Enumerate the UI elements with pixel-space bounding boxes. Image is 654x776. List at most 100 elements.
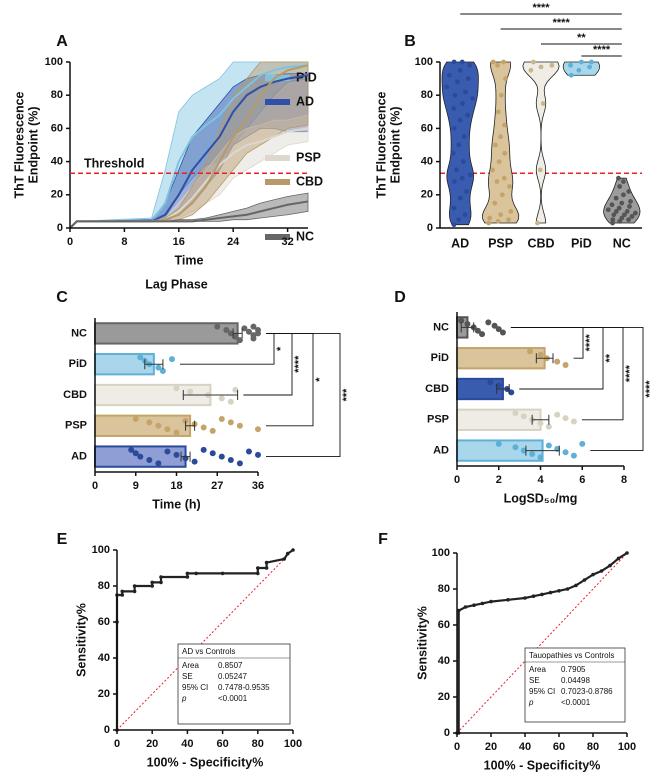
point	[291, 548, 295, 552]
y-tick-label: NC	[71, 327, 87, 339]
point	[245, 448, 252, 455]
point	[232, 333, 239, 340]
point	[285, 551, 290, 556]
panel-letter: F	[378, 531, 388, 548]
point	[187, 388, 194, 395]
point	[150, 580, 154, 585]
point	[214, 323, 221, 330]
y-tick-label: AD	[71, 451, 87, 463]
point	[173, 385, 180, 392]
y-tick-label: PiD	[69, 358, 87, 370]
x-tick-label: 20	[485, 741, 497, 753]
point	[621, 179, 626, 184]
point	[499, 329, 506, 336]
stats-title: AD vs Controls	[182, 647, 235, 656]
x-tick-label: PSP	[488, 236, 513, 250]
stats-value: 0.7023-0.8786	[561, 687, 613, 696]
point	[236, 422, 243, 429]
point	[200, 424, 207, 431]
y-tick-label: PSP	[427, 414, 449, 426]
point	[182, 417, 189, 424]
point	[568, 62, 573, 68]
point	[579, 440, 586, 447]
y-axis-label: ThT Fluorescence	[12, 91, 26, 198]
point	[503, 76, 508, 81]
violin	[482, 61, 520, 224]
point	[492, 200, 498, 206]
point	[467, 62, 472, 68]
y-tick-label: 60	[98, 616, 110, 628]
point	[464, 321, 471, 328]
point	[185, 571, 190, 576]
point	[132, 450, 139, 457]
point	[588, 59, 594, 65]
legend-swatch	[265, 179, 290, 185]
point	[629, 213, 635, 219]
legend-label: NC	[296, 229, 314, 243]
point	[232, 386, 239, 393]
significance-label: ****	[532, 2, 550, 14]
point	[537, 351, 544, 358]
point	[501, 175, 507, 181]
point	[486, 220, 492, 226]
point	[155, 364, 162, 371]
point	[155, 422, 162, 429]
error-bar	[535, 353, 554, 364]
x-tick-label: 100	[618, 741, 636, 753]
y-tick-label: 60	[438, 619, 450, 631]
error-bar	[232, 328, 243, 339]
band	[69, 61, 309, 229]
error-bar	[185, 420, 196, 431]
point	[499, 192, 505, 198]
stats-box	[177, 643, 291, 725]
point	[512, 410, 519, 417]
point	[495, 218, 501, 224]
y-tick-label: 80	[438, 583, 450, 595]
point	[245, 328, 252, 335]
point	[591, 572, 595, 577]
point	[613, 195, 619, 201]
point	[529, 450, 536, 457]
significance-label: ****	[644, 380, 654, 398]
point	[611, 212, 617, 218]
bar	[456, 408, 542, 431]
error-bar	[144, 359, 164, 370]
point	[545, 442, 552, 449]
point	[619, 200, 625, 206]
point	[128, 446, 135, 453]
y-tick-label: 100	[45, 56, 63, 68]
x-axis-label: LogSD₅₀/mg	[504, 491, 578, 505]
stats-key: 95% CI	[182, 683, 208, 692]
y-tick-label: 40	[421, 156, 433, 168]
y-tick-label: 0	[427, 222, 433, 234]
x-tick-label: 0	[92, 480, 98, 492]
stats-key: 95% CI	[529, 687, 555, 696]
point	[565, 587, 570, 591]
y-axis-label: Sensitivity%	[74, 603, 88, 677]
legend-swatch	[265, 75, 290, 81]
error-bar	[182, 390, 239, 400]
x-axis-label: Time (h)	[152, 497, 200, 511]
point	[605, 207, 611, 213]
point	[159, 367, 166, 374]
point	[236, 337, 243, 344]
x-tick-label: 0	[454, 474, 460, 486]
x-tick-label: 20	[146, 738, 158, 750]
x-tick-label: 8	[621, 474, 627, 486]
point	[250, 335, 257, 342]
point	[191, 458, 198, 465]
point	[241, 325, 248, 332]
error-bar	[531, 414, 550, 425]
point	[616, 205, 622, 211]
point	[164, 448, 171, 455]
point	[495, 382, 502, 389]
point	[451, 205, 457, 211]
point	[460, 159, 466, 165]
point	[451, 125, 457, 131]
point	[576, 67, 582, 73]
stats-value: <0.0001	[561, 698, 591, 707]
point	[480, 601, 485, 606]
point	[227, 419, 234, 426]
point	[209, 450, 216, 457]
significance-bracket	[266, 332, 341, 458]
